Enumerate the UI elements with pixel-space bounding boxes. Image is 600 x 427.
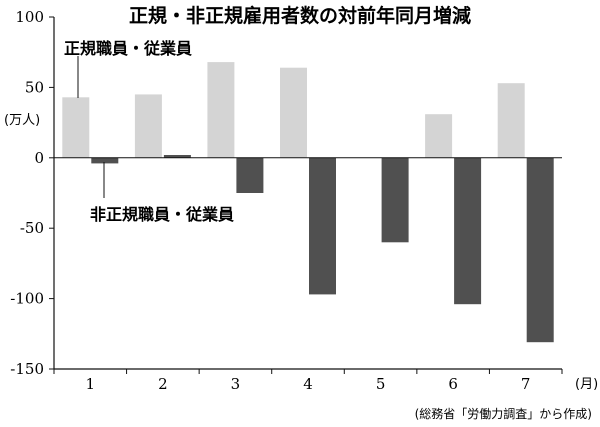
y-tick-label: -50 — [20, 219, 44, 237]
source-note: (総務省「労働力調査」から作成) — [415, 407, 592, 421]
bar-regular-2 — [134, 94, 162, 158]
bar-nonregular-4 — [309, 157, 336, 295]
x-tick-labels: 1 2 3 4 5 6 7 — [86, 375, 531, 393]
x-tick-label-1: 1 — [86, 375, 96, 393]
bar-regular-1 — [62, 97, 90, 158]
y-tick-labels: 100 50 0 -50 -100 -150 — [10, 8, 44, 378]
legend-nonregular: 非正規職員・従業員 — [90, 205, 234, 224]
x-axis-unit: (月) — [575, 377, 598, 392]
bar-regular-4 — [280, 67, 307, 158]
x-tick-label-7: 7 — [521, 375, 531, 393]
bar-nonregular-6 — [454, 157, 482, 305]
x-tick-label-3: 3 — [231, 375, 241, 393]
y-tick-label: 0 — [34, 149, 44, 167]
y-axis-unit: (万人) — [4, 113, 40, 128]
y-tick-label: -150 — [10, 360, 44, 378]
bar-regular-3 — [207, 62, 235, 158]
bar-nonregular-3 — [236, 157, 264, 193]
axes — [49, 16, 563, 374]
y-tick-label: -100 — [10, 290, 44, 308]
bar-nonregular-1 — [91, 157, 119, 164]
bars — [62, 62, 554, 343]
chart-title: 正規・非正規雇用者数の対前年同月増減 — [129, 4, 471, 27]
bar-nonregular-5 — [381, 157, 409, 243]
bar-nonregular-2 — [163, 155, 191, 158]
bar-nonregular-7 — [526, 157, 554, 343]
legend-regular: 正規職員・従業員 — [64, 39, 192, 58]
x-tick-label-5: 5 — [376, 375, 386, 393]
bar-regular-7 — [497, 83, 525, 158]
y-tick-label: 100 — [15, 8, 44, 26]
x-tick-label-2: 2 — [158, 375, 168, 393]
x-tick-label-4: 4 — [303, 375, 313, 393]
x-tick-label-6: 6 — [448, 375, 458, 393]
y-tick-label: 50 — [25, 78, 44, 96]
bar-regular-6 — [425, 114, 453, 158]
